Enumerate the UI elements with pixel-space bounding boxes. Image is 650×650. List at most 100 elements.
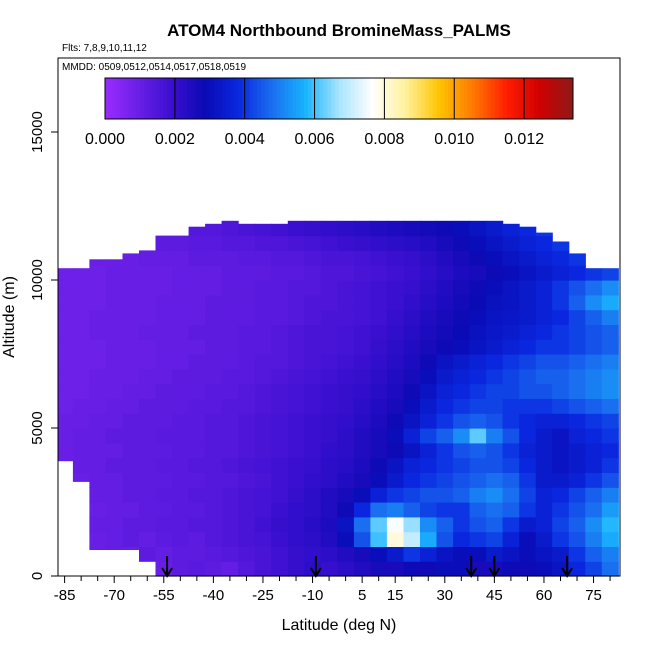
- heatmap-cell: [155, 294, 173, 311]
- heatmap-cell: [221, 368, 239, 385]
- heatmap-cell: [221, 472, 239, 488]
- heatmap-cell: [601, 546, 619, 562]
- heatmap-cell: [519, 442, 537, 459]
- colorbar-segment: [241, 78, 246, 119]
- colorbar-segment: [311, 78, 317, 119]
- heatmap-cell: [568, 324, 586, 340]
- heatmap-cell: [420, 309, 438, 325]
- colorbar-segment: [335, 78, 340, 119]
- heatmap-cell: [337, 250, 355, 266]
- heatmap-cell: [535, 280, 553, 296]
- heatmap-cell: [320, 220, 338, 237]
- heatmap-cell: [436, 516, 454, 533]
- x-tick-label: 45: [486, 587, 503, 604]
- heatmap-cell: [552, 309, 570, 325]
- heatmap-cell: [436, 309, 454, 325]
- heatmap-cell: [304, 546, 322, 562]
- heatmap-cell: [486, 546, 504, 562]
- colorbar-segment: [186, 78, 192, 119]
- colorbar-segment: [171, 78, 176, 119]
- heatmap-cell: [403, 324, 421, 340]
- heatmap-cell: [436, 457, 454, 473]
- heatmap-cell: [353, 265, 371, 281]
- heatmap-cell: [139, 487, 157, 503]
- heatmap-cell: [486, 324, 504, 340]
- heatmap-cell: [585, 324, 603, 340]
- heatmap-cell: [486, 383, 504, 399]
- heatmap-cell: [552, 398, 570, 414]
- heatmap-cell: [122, 502, 140, 518]
- heatmap-cell: [320, 265, 338, 281]
- heatmap-cell: [155, 516, 173, 533]
- heatmap-cell: [469, 280, 487, 296]
- colorbar-segment: [405, 78, 410, 119]
- heatmap-cell: [271, 354, 289, 370]
- colorbar-segment: [385, 78, 391, 119]
- colorbar-segment: [288, 78, 293, 119]
- heatmap-cell: [89, 339, 107, 355]
- heatmap-cell: [601, 324, 619, 340]
- heatmap-cell: [221, 442, 239, 459]
- heatmap-cell: [221, 383, 239, 399]
- heatmap-cell: [420, 457, 438, 473]
- heatmap-cell: [122, 309, 140, 325]
- heatmap-cell: [453, 516, 471, 533]
- heatmap-cell: [502, 309, 520, 325]
- heatmap-cell: [122, 383, 140, 399]
- heatmap-cell: [585, 383, 603, 399]
- heatmap-cell: [519, 354, 537, 370]
- heatmap-cell: [535, 531, 553, 547]
- heatmap-cell: [172, 398, 190, 414]
- heatmap-cell: [238, 457, 256, 473]
- heatmap-cell: [304, 294, 322, 311]
- heatmap-cell: [188, 339, 206, 355]
- heatmap-cell: [601, 472, 619, 488]
- x-tick-label: -10: [302, 587, 324, 604]
- colorbar-segment: [147, 78, 153, 119]
- heatmap-cell: [370, 294, 388, 311]
- heatmap-cell: [172, 428, 190, 444]
- colorbar-tick-label: 0.002: [155, 131, 195, 148]
- heatmap-cell: [601, 413, 619, 429]
- heatmap-cell: [486, 531, 504, 547]
- heatmap-cell: [585, 457, 603, 473]
- colorbar-segment: [206, 78, 211, 119]
- colorbar-segment: [331, 78, 336, 119]
- heatmap-cell: [72, 428, 90, 444]
- heatmap-cell: [155, 457, 173, 473]
- heatmap-cell: [58, 413, 74, 429]
- heatmap-cell: [221, 428, 239, 444]
- heatmap-cell: [535, 561, 553, 577]
- colorbar-segment: [444, 78, 449, 119]
- colorbar-segment: [237, 78, 242, 119]
- heatmap-cell: [172, 383, 190, 399]
- heatmap-cell: [568, 413, 586, 429]
- heatmap-cell: [420, 280, 438, 296]
- heatmap-cell: [420, 324, 438, 340]
- heatmap-cell: [519, 324, 537, 340]
- heatmap-cell: [502, 546, 520, 562]
- heatmap-cell: [304, 235, 322, 251]
- colorbar-segment: [350, 78, 356, 119]
- heatmap-cell: [370, 220, 388, 237]
- heatmap-cell: [403, 457, 421, 473]
- y-axis: 0 5000 10000 15000: [29, 111, 58, 580]
- heatmap-cell: [386, 472, 404, 488]
- colorbar-segment: [276, 78, 281, 119]
- heatmap-cell: [122, 516, 140, 533]
- heatmap-cell: [271, 561, 289, 577]
- heatmap-cell: [535, 354, 553, 370]
- heatmap-cell: [72, 442, 90, 459]
- heatmap-cell: [155, 502, 173, 518]
- heatmap-cell: [304, 250, 322, 266]
- heatmap-cell: [72, 324, 90, 340]
- heatmap-cell: [601, 368, 619, 385]
- heatmap-cell: [188, 309, 206, 325]
- heatmap-cell: [254, 531, 272, 547]
- colorbar-segment: [257, 78, 262, 119]
- heatmap-cell: [254, 502, 272, 518]
- heatmap-cell: [139, 354, 157, 370]
- heatmap-cell: [386, 250, 404, 266]
- heatmap-cell: [403, 339, 421, 355]
- heatmap-cell: [585, 339, 603, 355]
